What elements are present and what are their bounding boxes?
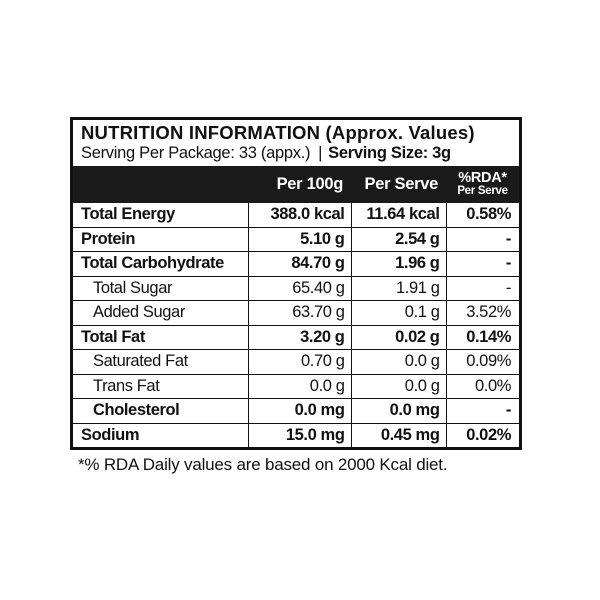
nutrient-name: Saturated Fat [73,349,248,374]
value-per-serve: 0.1 g [350,300,446,325]
value-per-100g: 84.70 g [247,251,351,276]
header-per-100g: Per 100g [276,175,344,193]
value-per-serve: 0.0 g [350,349,446,374]
value-per-serve: 0.45 mg [350,422,446,447]
table-body: Total Energy 388.0 kcal 11.64 kcal 0.58%… [73,203,519,447]
nutrient-name: Total Fat [73,324,248,350]
serving-size: Serving Size: 3g [328,144,451,162]
table-row: Saturated Fat 0.70 g 0.0 g 0.09% [73,349,519,374]
table-row: Total Sugar 65.40 g 1.91 g - [73,275,519,301]
table-row: Protein 5.10 g 2.54 g - [73,226,519,252]
value-per-100g: 0.0 mg [247,398,351,423]
value-per-100g: 15.0 mg [247,422,351,447]
footnote: *% RDA Daily values are based on 2000 Kc… [78,455,448,474]
serving-info: Serving Per Package: 33 (appx.) | Serving … [81,143,519,163]
value-rda: 0.09% [445,349,519,374]
table-row: Total Fat 3.20 g 0.02 g 0.14% [73,324,519,350]
value-rda: 0.0% [445,373,519,399]
table-row: Total Carbohydrate 84.70 g 1.96 g - [73,251,519,276]
table-row: Sodium 15.0 mg 0.45 mg 0.02% [73,422,519,447]
nutrient-name: Total Carbohydrate [73,251,248,276]
value-per-serve: 11.64 kcal [350,203,446,227]
value-rda: - [445,251,519,276]
value-per-100g: 63.70 g [247,300,351,325]
value-rda: 3.52% [445,300,519,325]
serving-separator: | [318,144,323,162]
value-per-100g: 388.0 kcal [247,203,351,227]
value-rda: 0.58% [445,203,519,227]
value-rda: 0.02% [445,422,519,447]
nutrition-panel: NUTRITION INFORMATION (Approx. Values) S… [70,117,522,450]
value-per-serve: 0.0 g [350,373,446,399]
value-per-100g: 3.20 g [247,324,351,350]
header-rda: %RDA* Per Serve [446,166,519,203]
value-per-100g: 5.10 g [247,226,351,252]
table-header: Per 100g Per Serve %RDA* Per Serve [73,166,519,203]
value-per-100g: 0.0 g [247,373,351,399]
panel-header: NUTRITION INFORMATION (Approx. Values) S… [73,120,519,166]
value-per-serve: 1.96 g [350,251,446,276]
value-per-serve: 1.91 g [350,275,446,301]
table-row: Total Energy 388.0 kcal 11.64 kcal 0.58% [73,203,519,227]
value-per-serve: 0.02 g [350,324,446,350]
value-per-serve: 2.54 g [350,226,446,252]
nutrient-name: Total Energy [81,205,175,224]
header-rda-main: %RDA* [458,169,507,186]
nutrient-name: Total Sugar [73,275,248,301]
header-row: Per 100g Per Serve %RDA* Per Serve [73,166,519,203]
value-per-serve: 0.0 mg [350,398,446,423]
value-rda: - [445,226,519,252]
value-rda: 0.14% [445,324,519,350]
value-rda: - [445,398,519,423]
nutrient-name: Added Sugar [73,300,248,325]
nutrient-name: Cholesterol [73,398,248,423]
header-rda-sub: Per Serve [457,184,508,197]
value-per-100g: 65.40 g [247,275,351,301]
header-nutrient [73,166,248,203]
header-per-serve: Per Serve [364,175,439,193]
nutrient-name: Protein [73,226,248,252]
panel-title: NUTRITION INFORMATION (Approx. Values) [81,122,475,143]
value-per-100g: 0.70 g [247,349,351,374]
table-row: Trans Fat 0.0 g 0.0 g 0.0% [73,373,519,399]
table-row: Added Sugar 63.70 g 0.1 g 3.52% [73,300,519,325]
value-rda: - [445,275,519,301]
serving-per-package: Serving Per Package: 33 (appx.) [81,144,311,162]
nutrient-name: Trans Fat [73,373,248,399]
nutrition-table: Per 100g Per Serve %RDA* Per Serve Total… [73,166,519,447]
nutrient-name: Sodium [73,422,248,447]
table-row: Cholesterol 0.0 mg 0.0 mg - [73,398,519,423]
